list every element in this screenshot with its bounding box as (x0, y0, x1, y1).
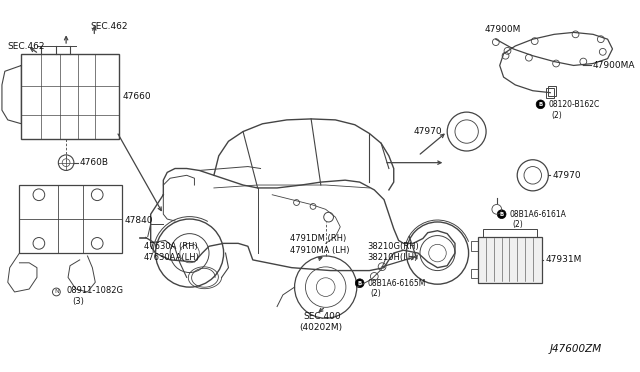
Bar (548, 86, 556, 96)
Circle shape (58, 155, 74, 170)
Bar (478, 237, 541, 283)
Text: (3): (3) (72, 297, 84, 306)
Circle shape (355, 279, 364, 288)
Text: 47900MA: 47900MA (593, 61, 636, 70)
Text: 08B1A6-6165M: 08B1A6-6165M (367, 279, 426, 288)
Text: B: B (500, 212, 504, 217)
Text: 38210G(RH): 38210G(RH) (367, 242, 419, 251)
Circle shape (52, 288, 60, 296)
Text: 08B1A6-6161A: 08B1A6-6161A (509, 210, 566, 219)
Bar (470, 241, 478, 251)
Text: (2): (2) (551, 110, 562, 119)
Text: SEC.462: SEC.462 (90, 22, 128, 31)
Text: 47630AA(LH): 47630AA(LH) (144, 253, 200, 262)
Text: 47840: 47840 (124, 217, 153, 225)
Text: SEC.400: SEC.400 (303, 312, 341, 321)
Text: (40202M): (40202M) (300, 323, 342, 333)
Text: J47600ZM: J47600ZM (549, 344, 602, 354)
Text: 4760B: 4760B (80, 158, 109, 167)
Text: 47660: 47660 (122, 92, 151, 101)
Text: 47970: 47970 (413, 127, 442, 136)
Text: B: B (358, 281, 362, 286)
Bar (547, 88, 554, 97)
Text: 47910MA (LH): 47910MA (LH) (290, 246, 349, 255)
Text: 08120-B162C: 08120-B162C (548, 100, 600, 109)
Text: SEC.462: SEC.462 (8, 42, 45, 51)
Circle shape (536, 100, 545, 109)
Text: (2): (2) (513, 220, 523, 230)
Text: 47931M: 47931M (545, 256, 582, 264)
Text: B: B (538, 102, 543, 107)
Text: 47970: 47970 (552, 171, 581, 180)
Text: 47900M: 47900M (484, 25, 520, 34)
Text: 38210H(LH): 38210H(LH) (367, 253, 418, 262)
Bar (21, 54, 118, 140)
Bar (19, 185, 122, 253)
Text: 08911-1082G: 08911-1082G (66, 286, 123, 295)
Circle shape (497, 210, 506, 219)
Bar (483, 229, 537, 237)
Text: (2): (2) (371, 289, 381, 298)
Bar (470, 269, 478, 278)
Text: 47630A (RH): 47630A (RH) (144, 242, 198, 251)
Text: N: N (54, 289, 59, 295)
Text: 4791DM (RH): 4791DM (RH) (290, 234, 346, 243)
